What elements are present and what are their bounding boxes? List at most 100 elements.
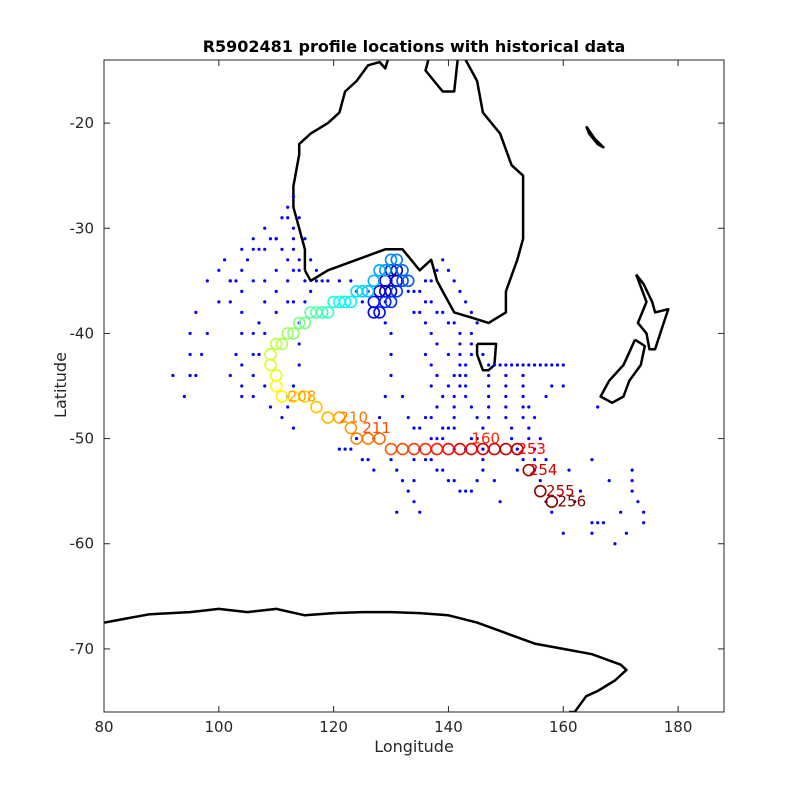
historical-point [446,426,451,430]
historical-point [458,342,462,346]
historical-point [257,352,261,357]
historical-point [550,363,554,367]
historical-point [251,331,255,336]
historical-point [613,542,617,546]
historical-point [435,468,439,472]
x-tick-label: 80 [94,718,113,736]
float-profile-point [533,484,547,498]
historical-point [521,384,525,388]
historical-point [286,205,290,209]
historical-point [286,279,290,283]
historical-point [458,352,462,357]
historical-point [354,436,359,441]
historical-point [257,247,261,251]
historical-point [475,321,479,325]
historical-point [441,436,445,441]
historical-point [429,331,433,336]
historical-point [349,447,353,451]
historical-point [469,342,474,346]
historical-point [435,342,439,346]
historical-point [297,363,301,367]
historical-point [297,216,301,220]
float-profile-point [373,306,386,319]
float-profile-point [378,295,392,309]
historical-point [469,310,474,314]
historical-point [400,394,405,399]
historical-point [418,510,422,514]
float-profile-point [292,316,306,330]
chart-title: R5902481 profile locations with historic… [203,37,626,56]
historical-point [251,279,255,283]
historical-point [441,394,445,399]
historical-point [360,300,364,304]
float-profile-point [373,264,386,277]
historical-point [532,415,537,420]
profile-number-label: 254 [529,461,558,479]
historical-point [171,373,175,378]
historical-point [458,384,462,388]
historical-point [423,279,428,283]
historical-point [636,500,640,504]
historical-point [263,384,267,388]
historical-point [532,447,537,451]
historical-point [521,363,525,367]
historical-point [274,310,278,314]
float-profile-point [269,379,283,393]
historical-point [446,321,451,325]
y-tick-label: -30 [70,219,95,237]
historical-point [423,415,428,420]
historical-point [550,384,554,388]
historical-point [550,510,554,514]
historical-point [251,373,255,378]
historical-point [458,331,462,336]
historical-point [624,531,629,535]
historical-point [280,216,284,220]
historical-point [469,489,474,493]
historical-point [314,279,319,283]
historical-point [435,405,439,409]
historical-point [521,405,525,409]
historical-point [538,363,542,367]
historical-point [240,310,244,314]
profile-number-label: 211 [362,419,391,437]
coastline-4 [104,607,628,712]
historical-point [412,500,416,504]
historical-point [412,289,416,293]
float-profile-point [373,432,386,445]
historical-point [527,405,531,409]
historical-point [240,331,244,336]
historical-point [412,426,416,430]
float-profile-point [333,411,346,424]
historical-point [446,479,451,483]
historical-point [406,489,410,493]
plot-area-frame [103,59,725,713]
float-profile-point [287,327,300,340]
historical-point [199,352,204,357]
float-profile-point [269,337,283,351]
historical-point [435,268,439,272]
historical-point [469,436,474,441]
y-axis-label: Latitude [51,352,70,418]
historical-point [297,342,301,346]
float-profile-point [401,274,415,288]
historical-point [217,268,221,272]
historical-point [194,310,198,314]
historical-point [458,289,462,293]
historical-point [532,363,537,367]
historical-point [475,479,479,483]
historical-point [429,279,433,283]
float-profile-point [390,253,404,267]
historical-point [377,415,382,420]
historical-point [527,436,531,441]
historical-point [372,468,376,472]
historical-point [464,489,468,493]
historical-point [481,458,485,462]
historical-point [596,405,600,409]
historical-point [286,405,290,409]
profile-number-label: 253 [517,440,546,458]
historical-point [240,384,244,388]
historical-point [194,373,198,378]
historical-point [504,405,508,409]
x-tick-label: 120 [319,718,348,736]
